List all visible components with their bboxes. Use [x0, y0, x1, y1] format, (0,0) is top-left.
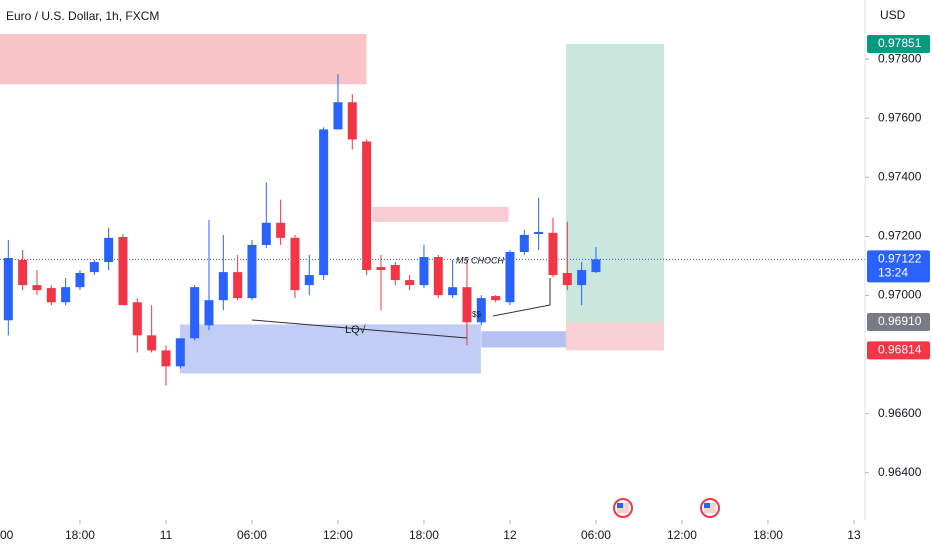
x-tick-label: 12 [503, 528, 517, 542]
candles [3, 74, 601, 386]
price-tag-label: 0.97851 [878, 36, 922, 50]
candle-body [61, 287, 71, 303]
y-tick-label: 0.96400 [878, 465, 922, 479]
zone [0, 33, 367, 85]
candle-body [290, 237, 300, 291]
candle-body [32, 285, 42, 291]
candle-body [491, 296, 501, 301]
y-tick-label: 0.96600 [878, 406, 922, 420]
currency-label: USD [880, 8, 906, 22]
choch-line [492, 278, 551, 317]
candle-body [18, 260, 28, 286]
candle-body [405, 280, 415, 286]
candle-body [89, 262, 99, 273]
event-icon[interactable] [700, 498, 720, 518]
candle-body [204, 300, 214, 326]
x-tick-label: 12:00 [323, 528, 353, 542]
annotation: LQ√ [345, 324, 367, 336]
x-tick-label: 06:00 [581, 528, 611, 542]
y-tick-label: 0.97400 [878, 169, 922, 183]
candle-body [448, 287, 458, 296]
x-tick-label: 12:00 [667, 528, 697, 542]
candle-body [562, 273, 572, 286]
candle-body [75, 273, 85, 288]
candle-body [390, 265, 400, 281]
candle-body [276, 222, 286, 238]
candle-body [161, 350, 171, 367]
event-icon[interactable] [613, 498, 633, 518]
x-tick-label: 18:00 [409, 528, 439, 542]
price-tag-label: 0.97122 [878, 252, 922, 266]
price-tag [867, 35, 930, 54]
candle-body [104, 237, 114, 263]
price-tag-label: 0.96910 [878, 314, 922, 328]
zones [0, 33, 865, 374]
candle-body [147, 335, 157, 351]
candle-body [3, 257, 13, 321]
candle-body [362, 141, 372, 271]
x-tick-label: 00 [0, 528, 14, 542]
candle-body [519, 234, 529, 253]
countdown-label: 13:24 [878, 266, 908, 280]
y-tick-label: 0.97600 [878, 110, 922, 124]
zone [179, 324, 481, 374]
price-tag [867, 250, 930, 283]
y-tick-label: 0.97200 [878, 229, 922, 243]
annotation: $$ [472, 310, 481, 319]
candle-body [319, 129, 329, 276]
candle-body [476, 298, 486, 323]
annotation: M5 CHOCH [456, 255, 505, 265]
candle-body [376, 267, 386, 271]
candle-body [118, 236, 128, 306]
candle-body [433, 257, 443, 296]
y-tick-label: 0.97800 [878, 51, 922, 65]
candle-body [505, 252, 515, 303]
price-tag [867, 313, 930, 332]
zone [372, 206, 509, 222]
candle-body [347, 102, 357, 140]
price-tag [867, 341, 930, 360]
candle-body [261, 222, 271, 245]
x-tick-label: 18:00 [753, 528, 783, 542]
candle-body [247, 244, 257, 299]
candle-body [132, 302, 142, 336]
x-tick-label: 13 [847, 528, 861, 542]
x-tick-label: 18:00 [65, 528, 95, 542]
candle-body [175, 338, 185, 367]
candle-body [304, 275, 314, 286]
candle-body [46, 288, 56, 303]
candle-body [233, 272, 243, 299]
x-tick-label: 11 [160, 528, 173, 542]
candle-body [591, 259, 601, 273]
candle-body [190, 287, 200, 339]
candle-body [548, 232, 558, 276]
lq-line [251, 319, 468, 339]
zone [565, 322, 665, 351]
y-tick-label: 0.97000 [878, 288, 922, 302]
candle-body [534, 231, 544, 234]
candle-body [577, 270, 587, 286]
candle-body [462, 287, 472, 323]
candle-body [218, 272, 228, 301]
candle-body [333, 102, 343, 130]
chart-title: Euro / U.S. Dollar, 1h, FXCM [6, 9, 159, 23]
price-tag-label: 0.96814 [878, 343, 922, 357]
x-tick-label: 06:00 [237, 528, 267, 542]
candle-body [419, 257, 429, 286]
